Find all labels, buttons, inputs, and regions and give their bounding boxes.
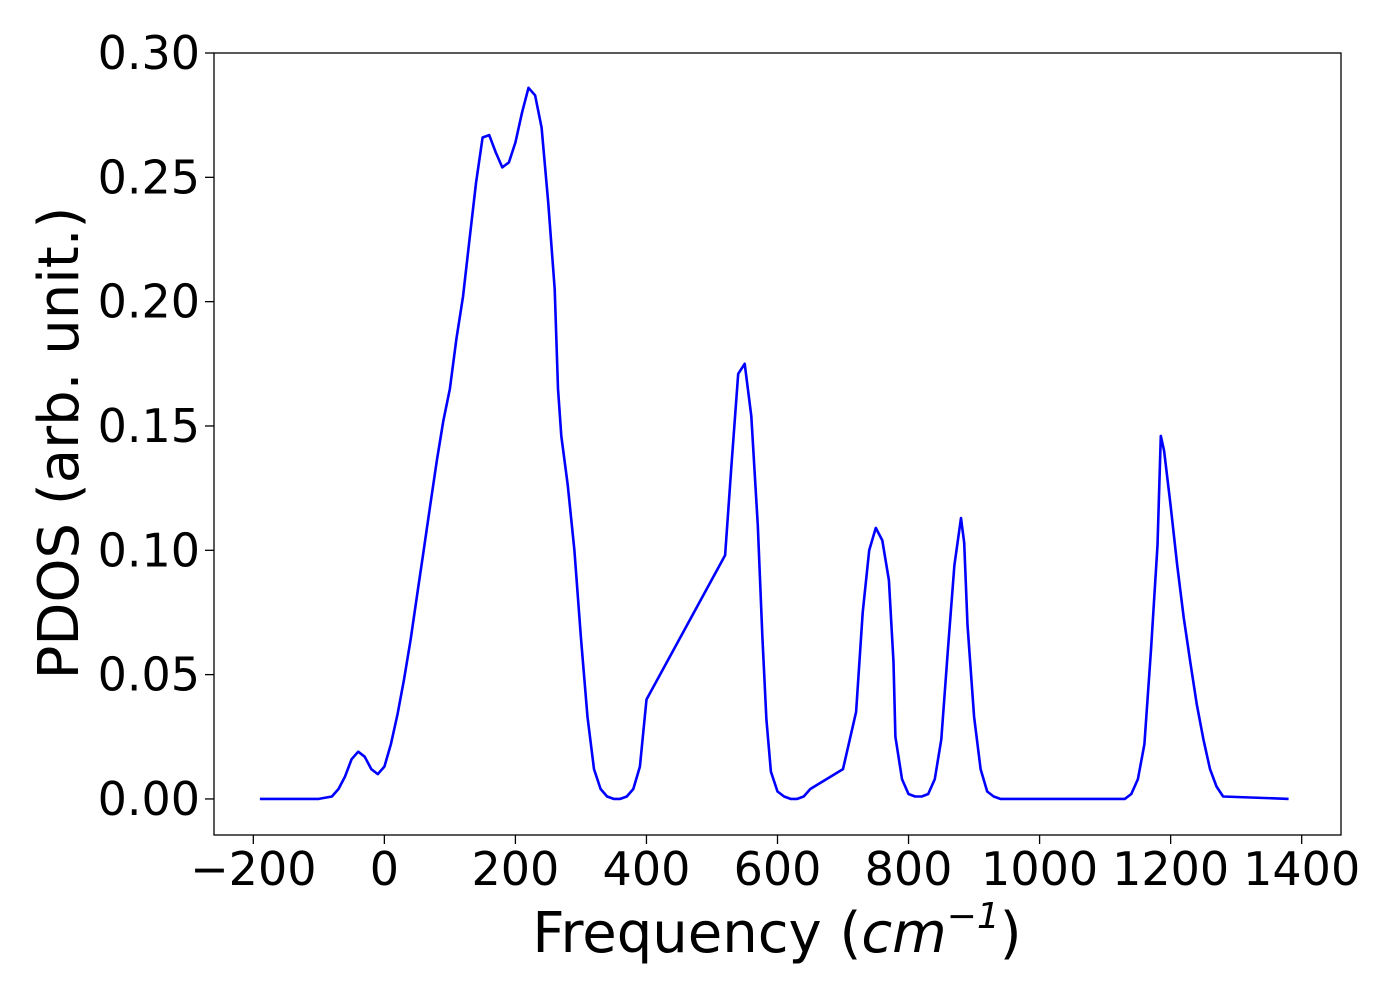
y-tick-label: 0.05 bbox=[98, 648, 200, 702]
plot-frame bbox=[213, 52, 1342, 836]
x-axis-label-exponent: −1 bbox=[947, 896, 1000, 937]
x-axis-label-unit: cm bbox=[861, 901, 946, 966]
x-tick-label: 1000 bbox=[981, 842, 1098, 896]
x-tick-label: 1400 bbox=[1243, 842, 1360, 896]
x-axis-label: Frequency (cm−1) bbox=[532, 896, 1021, 966]
y-axis-label: PDOS (arb. unit.) bbox=[27, 207, 92, 680]
x-tick-label: 600 bbox=[734, 842, 822, 896]
y-tick-label: 0.30 bbox=[98, 26, 200, 80]
x-tick-label: 1200 bbox=[1112, 842, 1229, 896]
x-tick-label: 400 bbox=[603, 842, 691, 896]
x-tick-label: 200 bbox=[472, 842, 560, 896]
x-axis-label-text: Frequency ( bbox=[532, 901, 861, 966]
y-tick-label: 0.00 bbox=[98, 772, 200, 826]
x-tick-label: 0 bbox=[370, 842, 399, 896]
pdos-series-line bbox=[259, 86, 1289, 801]
y-tick-label: 0.25 bbox=[98, 150, 200, 204]
y-tick-label: 0.15 bbox=[98, 399, 200, 453]
y-axis-ticks: 0.00 0.05 0.10 0.15 0.20 0.25 0.30 bbox=[98, 26, 214, 826]
x-axis-ticks: −200 0 200 400 600 800 1000 1200 1400 bbox=[190, 835, 1360, 896]
y-tick-label: 0.20 bbox=[98, 275, 200, 329]
x-tick-label: −200 bbox=[190, 842, 316, 896]
y-tick-label: 0.10 bbox=[98, 523, 200, 577]
x-axis-label-close: ) bbox=[1000, 901, 1022, 966]
x-tick-label: 800 bbox=[865, 842, 953, 896]
